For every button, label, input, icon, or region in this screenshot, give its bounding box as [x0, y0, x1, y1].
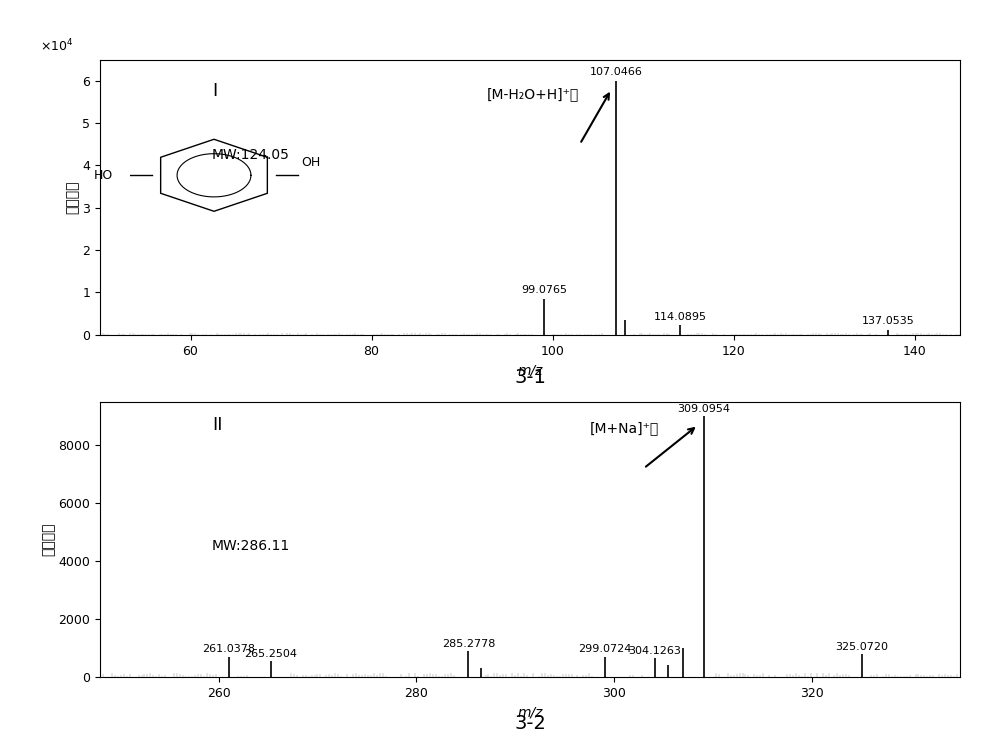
- Text: II: II: [212, 415, 222, 434]
- Text: 3-1: 3-1: [514, 368, 546, 388]
- Text: 3-2: 3-2: [514, 714, 546, 734]
- Text: 299.0724: 299.0724: [578, 644, 632, 655]
- Y-axis label: 离子强度: 离子强度: [41, 522, 55, 557]
- Text: 114.0895: 114.0895: [654, 312, 707, 322]
- Text: HO: HO: [94, 169, 113, 182]
- Text: 309.0954: 309.0954: [677, 404, 730, 414]
- Text: 107.0466: 107.0466: [590, 67, 643, 77]
- Text: MW:124.05: MW:124.05: [212, 147, 290, 161]
- Text: 325.0720: 325.0720: [835, 641, 888, 652]
- Text: MW:286.11: MW:286.11: [212, 539, 290, 554]
- Text: 265.2504: 265.2504: [244, 649, 297, 658]
- Text: [M-H₂O+H]⁺峰: [M-H₂O+H]⁺峰: [487, 87, 579, 101]
- X-axis label: m/z: m/z: [517, 363, 543, 377]
- Text: I: I: [212, 82, 217, 100]
- Text: OH: OH: [301, 155, 320, 169]
- Text: $\times 10^4$: $\times 10^4$: [40, 37, 73, 54]
- Text: 304.1263: 304.1263: [628, 646, 681, 656]
- Text: 285.2778: 285.2778: [442, 638, 495, 649]
- Text: [M+Na]⁺峰: [M+Na]⁺峰: [590, 421, 659, 435]
- X-axis label: m/z: m/z: [517, 705, 543, 719]
- Text: 99.0765: 99.0765: [521, 286, 567, 295]
- Text: 261.0378: 261.0378: [202, 644, 255, 655]
- Y-axis label: 离子强度: 离子强度: [66, 180, 80, 214]
- Text: 137.0535: 137.0535: [862, 316, 914, 327]
